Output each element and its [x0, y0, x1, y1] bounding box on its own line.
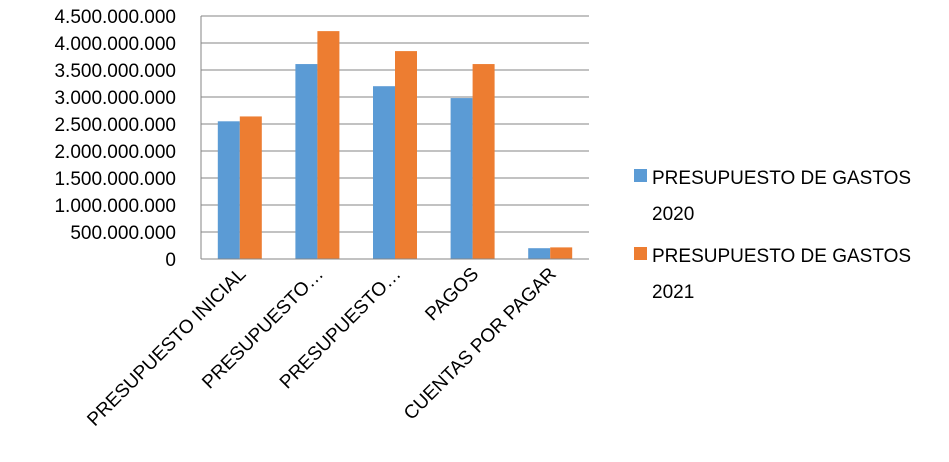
y-tick-label: 4.000.000.000 [54, 34, 176, 55]
y-tick-label: 4.500.000.000 [54, 7, 176, 28]
bar-series-2021 [239, 116, 262, 259]
legend-swatch [634, 247, 647, 260]
x-category-label: CUENTAS POR PAGAR [400, 264, 561, 425]
bar-series-2020 [295, 64, 318, 259]
y-tick-label: 1.500.000.000 [54, 169, 176, 190]
legend-label: 2021 [652, 282, 694, 303]
x-category-label: PAGOS [421, 264, 483, 326]
legend-label: 2020 [652, 204, 694, 225]
y-tick-label: 1.000.000.000 [54, 196, 176, 217]
y-tick-label: 500.000.000 [70, 223, 176, 244]
axis-lines [200, 16, 589, 260]
bar-series-2020 [217, 121, 240, 259]
bar-series-2020 [450, 98, 473, 259]
legend-swatch [634, 169, 647, 182]
bar-series-2021 [317, 31, 340, 260]
legend-label: PRESUPUESTO DE GASTOS [652, 168, 911, 189]
bars [217, 31, 573, 260]
legend-label: PRESUPUESTO DE GASTOS [652, 246, 911, 267]
bar-series-2021 [472, 64, 495, 259]
y-tick-label: 2.000.000.000 [54, 142, 176, 163]
bar-series-2020 [373, 86, 395, 259]
y-axis-tick-labels: 0 500.000.000 1.000.000.000 1.500.000.000 2.… [54, 7, 176, 271]
y-tick-label: 3.000.000.000 [54, 88, 176, 109]
y-tick-label: 3.500.000.000 [54, 61, 176, 82]
y-tick-label: 0 [165, 250, 176, 271]
legend: PRESUPUESTO DE GASTOS 2020 PRESUPUESTO DE … [634, 168, 911, 303]
bar-series-2021 [550, 247, 573, 259]
y-tick-label: 2.500.000.000 [54, 115, 176, 136]
bar-series-2020 [528, 248, 551, 259]
x-axis-category-labels: PRESUPUESTO INICIALPRESUPUESTO…PRESUPUES… [83, 264, 560, 431]
bar-series-2021 [395, 51, 417, 259]
x-category-label: PRESUPUESTO INICIAL [83, 264, 250, 431]
